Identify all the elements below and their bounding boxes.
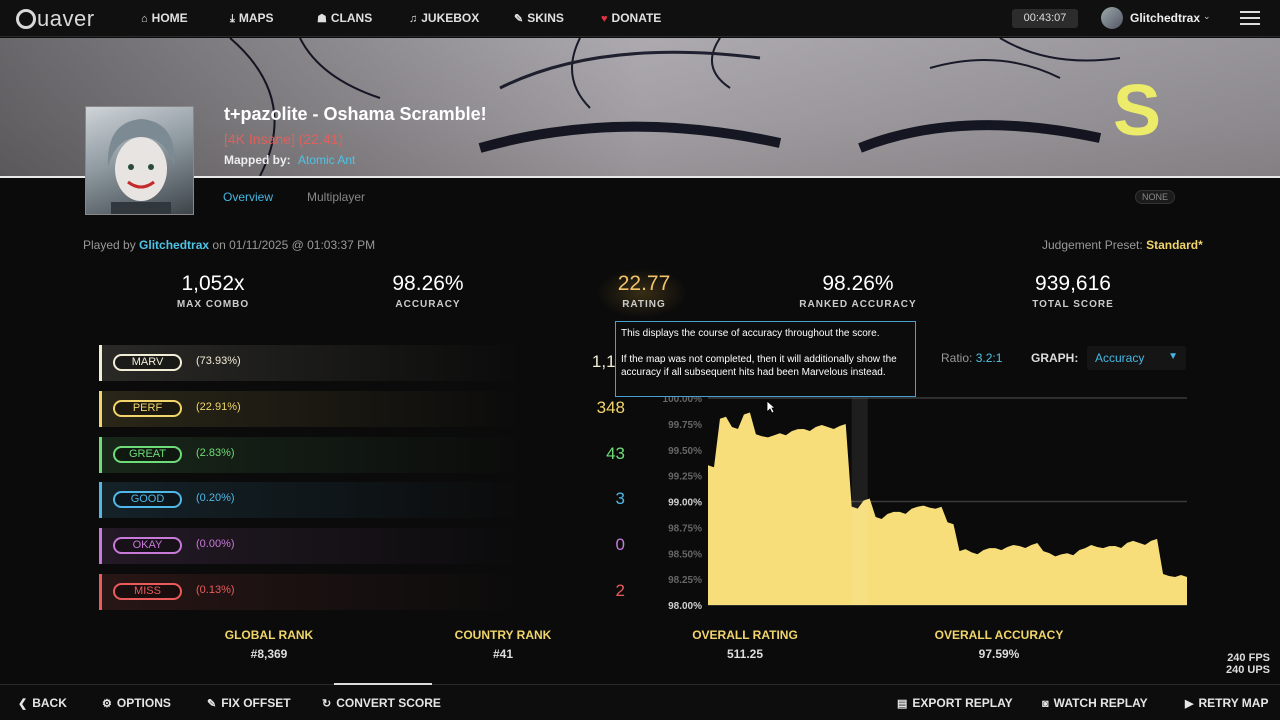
- users-icon: ☗: [317, 13, 327, 25]
- y-tick-label: 100.00%: [663, 394, 703, 405]
- logo-q-icon: [16, 9, 36, 29]
- map-title: t+pazolite - Oshama Scramble!: [224, 104, 487, 124]
- accuracy-graph: 100.00% 99.75% 99.50% 99.25% 99.00% 98.75% 98.…: [663, 394, 1187, 612]
- stat-rating: 22.77 RATING: [617, 272, 671, 310]
- nav-skins[interactable]: ✎ SKINS: [514, 11, 564, 25]
- nav-maps[interactable]: ⤓ MAPS: [230, 11, 274, 25]
- fix-offset-button[interactable]: ✎ FIX OFFSET: [207, 696, 291, 710]
- nav-clans[interactable]: ☗ CLANS: [317, 11, 373, 25]
- y-tick-label: 99.75%: [668, 420, 702, 431]
- download-icon: ⤓: [230, 13, 235, 25]
- judgement-row-perf: PERF (22.91%) 348: [77, 391, 637, 427]
- play-icon: ▶: [1185, 698, 1194, 710]
- graph-tooltip: This displays the course of accuracy thr…: [615, 321, 916, 397]
- judgement-row-good: GOOD (0.20%) 3: [77, 482, 637, 518]
- map-cover-image: [85, 106, 194, 215]
- mods-badge: NONE: [1135, 190, 1175, 204]
- save-icon: ▤: [897, 698, 908, 710]
- judgement-row-okay: OKAY (0.00%) 0: [77, 528, 637, 564]
- judgement-percent: (0.20%): [196, 492, 235, 504]
- tab-overview[interactable]: Overview: [223, 190, 274, 204]
- judgement-pill: GREAT: [113, 446, 182, 463]
- judgement-percent: (73.93%): [196, 355, 241, 367]
- y-tick-label: 99.25%: [668, 472, 702, 483]
- country-rank: COUNTRY RANK #41: [454, 628, 552, 661]
- mouse-cursor-icon: [766, 400, 776, 414]
- judgement-count: 0: [615, 535, 625, 554]
- user-name[interactable]: Glitchedtrax: [1130, 11, 1201, 25]
- player-link[interactable]: Glitchedtrax: [139, 238, 210, 252]
- played-by-line: Played by Glitchedtrax on 01/11/2025 @ 0…: [83, 238, 376, 252]
- home-icon: ⌂: [141, 13, 148, 25]
- gears-icon: ⚙: [102, 698, 112, 710]
- judgement-row-great: GREAT (2.83%) 43: [77, 437, 637, 473]
- heart-icon: ♥: [601, 13, 608, 25]
- back-button[interactable]: ❮ BACK: [18, 696, 67, 710]
- chevron-down-icon: ▼: [1168, 351, 1178, 362]
- judgement-pill: PERF: [113, 400, 182, 417]
- graph-label: GRAPH:: [1031, 351, 1079, 365]
- nav-donate[interactable]: ♥ DONATE: [601, 11, 662, 25]
- convert-score-button[interactable]: ↻ CONVERT SCORE: [322, 696, 441, 710]
- stat-max-combo: 1,052x MAX COMBO: [176, 272, 250, 310]
- chevron-down-icon[interactable]: ⌄: [1203, 11, 1211, 21]
- watch-replay-button[interactable]: ◙ WATCH REPLAY: [1042, 696, 1148, 710]
- y-tick-label: 98.75%: [668, 523, 702, 534]
- brush-icon: ✎: [514, 13, 524, 25]
- judgement-count: 43: [606, 444, 625, 463]
- y-tick-label: 99.50%: [668, 446, 702, 457]
- camera-icon: ◙: [1042, 698, 1049, 710]
- overall-accuracy: OVERALL ACCURACY 97.59%: [934, 628, 1064, 661]
- chevron-left-icon: ❮: [18, 698, 28, 710]
- judgement-count: 3: [615, 489, 625, 508]
- mapped-by-label: Mapped by:: [224, 153, 291, 167]
- judgement-percent: (2.83%): [196, 447, 235, 459]
- judgement-row-miss: MISS (0.13%) 2: [77, 574, 637, 610]
- y-tick-label: 99.00%: [668, 498, 702, 509]
- overall-rating: OVERALL RATING 511.25: [692, 628, 798, 661]
- y-tick-label: 98.50%: [668, 549, 702, 560]
- judgement-count: 348: [596, 398, 625, 417]
- graph-type-select[interactable]: Accuracy ▼: [1087, 346, 1186, 370]
- footer-bar: [0, 684, 1280, 720]
- judgement-pill: GOOD: [113, 491, 182, 508]
- music-icon: ♫: [409, 13, 418, 25]
- wrench-icon: ✎: [207, 698, 217, 710]
- ratio-display: Ratio: 3.2:1: [941, 351, 1003, 365]
- perf-counter: 240 FPS 240 UPS: [1225, 652, 1270, 676]
- export-replay-button[interactable]: ▤ EXPORT REPLAY: [897, 696, 1013, 710]
- tab-multiplayer[interactable]: Multiplayer: [307, 190, 366, 204]
- stat-total-score: 939,616 TOTAL SCORE: [1032, 272, 1114, 310]
- stat-ranked-accuracy: 98.26% RANKED ACCURACY: [799, 272, 917, 310]
- judgement-preset: Judgement Preset: Standard*: [1042, 238, 1203, 252]
- judgement-row-marv: MARV (73.93%) 1,12: [77, 345, 637, 381]
- mapper-link[interactable]: Atomic Ant: [298, 153, 356, 167]
- grade-letter: S: [1113, 71, 1162, 151]
- judgement-percent: (0.00%): [196, 538, 235, 550]
- nav-home[interactable]: ⌂ HOME: [141, 11, 188, 25]
- judgement-percent: (22.91%): [196, 401, 241, 413]
- quaver-logo[interactable]: uaver: [16, 6, 95, 32]
- judgement-pill: MARV: [113, 354, 182, 371]
- judgement-pill: MISS: [113, 583, 182, 600]
- options-button[interactable]: ⚙ OPTIONS: [102, 696, 171, 710]
- refresh-icon: ↻: [322, 698, 332, 710]
- accuracy-area: [708, 412, 1187, 605]
- stat-accuracy: 98.26% ACCURACY: [392, 272, 464, 310]
- hamburger-menu-icon[interactable]: [1240, 11, 1260, 25]
- session-timer: 00:43:07: [1012, 9, 1078, 28]
- y-tick-label: 98.00%: [668, 601, 702, 612]
- retry-map-button[interactable]: ▶ RETRY MAP: [1185, 696, 1269, 710]
- judgement-pill: OKAY: [113, 537, 182, 554]
- judgement-count: 2: [615, 581, 625, 600]
- judgement-percent: (0.13%): [196, 584, 235, 596]
- miss-highlight: [851, 398, 868, 605]
- global-rank: GLOBAL RANK #8,369: [224, 628, 314, 661]
- nav-jukebox[interactable]: ♫ JUKEBOX: [409, 11, 480, 25]
- user-avatar[interactable]: [1101, 7, 1123, 29]
- map-banner: [0, 38, 1280, 176]
- y-tick-label: 98.25%: [668, 575, 702, 586]
- map-difficulty: [4K Insane] (22.41): [224, 131, 344, 147]
